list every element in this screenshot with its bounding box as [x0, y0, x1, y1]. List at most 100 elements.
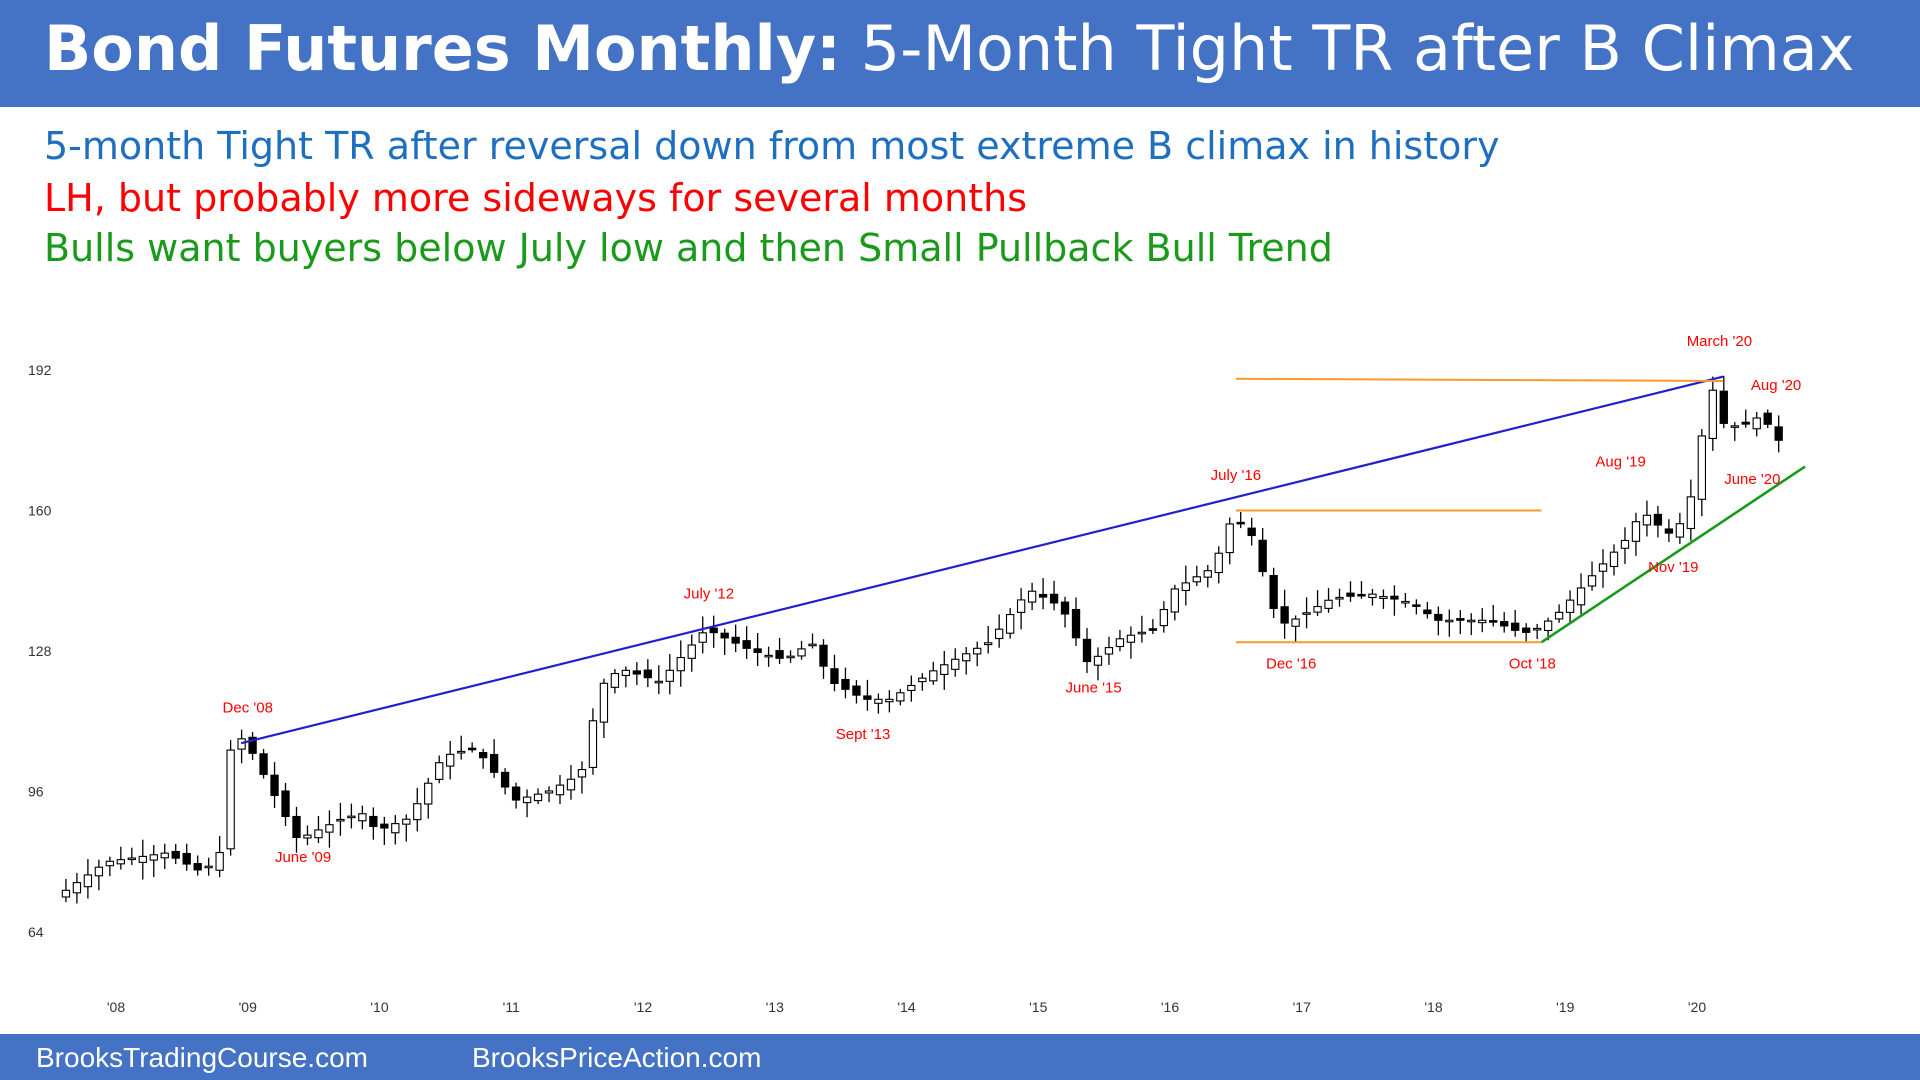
bull-candle [929, 670, 938, 682]
x-tick-label: '13 [766, 999, 784, 1015]
bull-candle [1620, 539, 1630, 549]
x-tick-label: '10 [370, 999, 388, 1015]
bear-candle [1280, 606, 1289, 624]
bear-candle [863, 695, 872, 700]
bull-candle [1730, 425, 1739, 428]
bear-candle [1071, 608, 1081, 639]
bear-candle [1434, 613, 1443, 621]
bull-candle [1368, 593, 1377, 599]
bull-candle [973, 647, 982, 655]
bull-candle [1631, 521, 1641, 542]
bull-candle [1565, 599, 1575, 613]
bull-candle [984, 642, 993, 646]
x-tick-label: '16 [1161, 999, 1179, 1015]
x-tick-label: '11 [503, 999, 520, 1015]
bull-candle [215, 851, 224, 871]
bull-candle [808, 643, 817, 647]
bear-candle [1236, 521, 1245, 525]
bull-candle [1478, 619, 1487, 624]
bull-candle [962, 653, 971, 662]
bear-candle [380, 823, 389, 829]
bear-candle [489, 753, 499, 773]
bull-candle [1445, 619, 1454, 623]
bull-candle [402, 818, 411, 825]
bear-candle [1511, 622, 1520, 631]
bear-candle [1082, 638, 1092, 663]
bear-candle [369, 815, 378, 828]
bull-candle [61, 889, 71, 898]
bear-candle [1148, 628, 1158, 631]
x-tick-label: '19 [1556, 999, 1574, 1015]
bull-candle [1697, 435, 1707, 500]
bear-candle [1258, 539, 1267, 573]
bull-candle [413, 803, 422, 821]
bull-candle [1027, 590, 1037, 603]
x-tick-label: '08 [107, 999, 125, 1015]
x-tick-label: '15 [1029, 999, 1047, 1015]
bull-candle [1313, 605, 1322, 613]
footer-banner [0, 1034, 1920, 1080]
footer-left-link[interactable]: BrooksTradingCourse.com [36, 1042, 368, 1073]
chart-annotation: Oct '18 [1509, 656, 1556, 673]
bull-candle [555, 784, 565, 796]
bull-candle [533, 793, 543, 802]
bull-candle [314, 829, 323, 839]
bull-candle [1324, 599, 1333, 609]
y-tick-label: 160 [28, 503, 52, 519]
bear-candle [1741, 421, 1750, 425]
bull-candle [577, 768, 587, 778]
bull-candle [654, 680, 663, 684]
chart-annotation: June '15 [1065, 680, 1121, 697]
bear-candle [193, 863, 202, 871]
y-tick-label: 64 [28, 924, 44, 940]
bear-candle [1763, 412, 1772, 425]
bear-candle [632, 670, 642, 675]
bear-candle [709, 627, 718, 634]
bull-candle [665, 669, 674, 682]
bull-candle [1686, 496, 1696, 530]
bull-candle [127, 857, 136, 861]
bull-candle [1005, 614, 1015, 634]
bull-candle [1642, 514, 1652, 526]
bear-candle [511, 786, 521, 801]
chart-annotation: June '20 [1724, 471, 1780, 488]
bear-candle [1390, 595, 1399, 600]
bear-candle [1521, 627, 1531, 633]
bull-candle [522, 796, 532, 804]
bear-candle [643, 669, 653, 679]
bull-candle [1093, 655, 1103, 666]
bull-candle [621, 669, 631, 676]
bull-candle [544, 790, 554, 794]
bull-candle [226, 749, 235, 850]
chart-annotation: July '12 [684, 585, 734, 602]
subtitle-line-1: 5-month Tight TR after reversal down fro… [44, 124, 1500, 168]
bear-candle [852, 685, 861, 696]
x-tick-label: '20 [1688, 999, 1706, 1015]
title-banner [0, 0, 1920, 107]
bull-candle [457, 750, 466, 754]
footer-right-link[interactable]: BrooksPriceAction.com [472, 1042, 762, 1073]
bull-candle [698, 632, 707, 643]
bear-candle [467, 747, 477, 751]
bull-candle [94, 866, 104, 877]
bull-candle [1335, 596, 1344, 600]
bull-candle [160, 852, 169, 859]
chart-annotation: Sept '13 [836, 726, 891, 743]
title-rest: 5-Month Tight TR after B Climax [860, 12, 1855, 85]
bull-candle [116, 859, 126, 865]
bull-candle [358, 813, 367, 822]
bear-candle [1500, 621, 1509, 627]
bull-candle [1609, 551, 1619, 568]
bull-candle [446, 753, 455, 767]
bear-candle [248, 736, 257, 754]
bear-candle [182, 852, 191, 865]
bull-candle [1554, 611, 1564, 620]
bear-candle [1357, 593, 1366, 597]
bull-candle [347, 815, 356, 819]
chart-annotation: Dec '16 [1266, 656, 1316, 673]
bull-candle [1192, 576, 1201, 583]
title-bold: Bond Futures Monthly: [44, 12, 841, 85]
bear-candle [819, 644, 828, 667]
bull-candle [1225, 523, 1234, 554]
page-title: Bond Futures Monthly: 5-Month Tight TR a… [44, 12, 1854, 85]
